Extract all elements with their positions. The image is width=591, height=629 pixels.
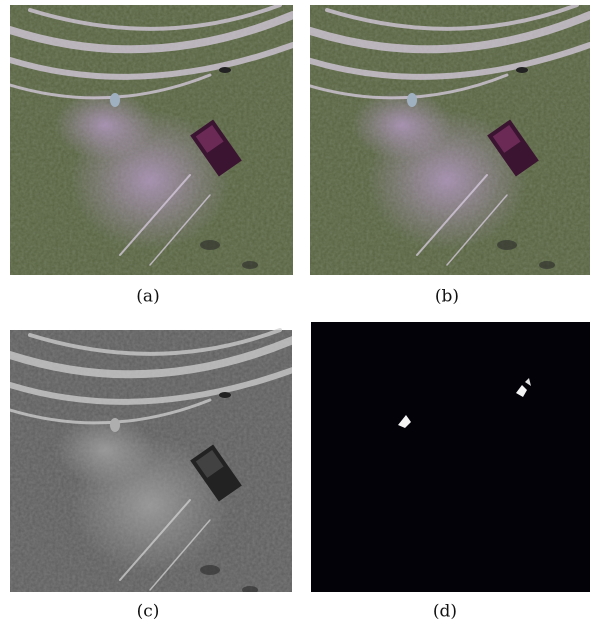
caption: (d) bbox=[433, 602, 457, 622]
image-d bbox=[311, 322, 590, 592]
page: (a) (b) (c) (d) (() => { const data = JS… bbox=[0, 0, 591, 629]
image-c bbox=[10, 330, 293, 600]
figure: (a) (b) (c) (d) bbox=[0, 0, 591, 629]
caption: (a) bbox=[136, 287, 159, 307]
caption: (c) bbox=[137, 602, 160, 622]
caption: (b) bbox=[435, 287, 459, 307]
image-a bbox=[10, 5, 293, 275]
image-b bbox=[307, 5, 590, 275]
